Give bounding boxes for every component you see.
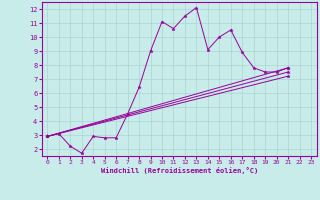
- X-axis label: Windchill (Refroidissement éolien,°C): Windchill (Refroidissement éolien,°C): [100, 167, 258, 174]
